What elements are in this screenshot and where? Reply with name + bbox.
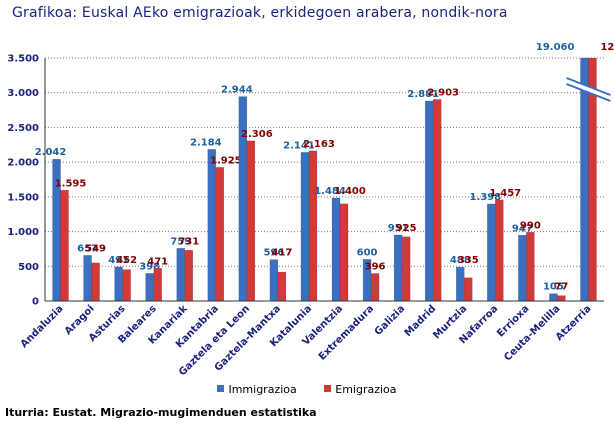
bar-immigrazioa — [393, 234, 403, 302]
y-tick-label: 2.000 — [7, 158, 39, 169]
bar-immigrazioa — [424, 100, 434, 302]
legend-swatch-emigrazioa — [324, 385, 332, 392]
data-label-immigrazioa: 657 — [77, 243, 98, 254]
bar-emigrazioa — [60, 190, 69, 302]
data-label-immigrazioa: 2.042 — [35, 147, 67, 158]
data-label-emigrazioa: 1.400 — [334, 186, 366, 197]
data-label-emigrazioa: 2.306 — [241, 129, 273, 140]
legend-label-immigrazioa: Immigrazioa — [228, 383, 297, 396]
y-tick-label: 1.500 — [7, 192, 39, 203]
data-label-emigrazioa: 452 — [116, 255, 137, 266]
data-label-immigrazioa: 1.484 — [314, 186, 346, 197]
bar-immigrazioa — [269, 259, 279, 302]
x-tick-label: Ceuta-Melilla — [502, 303, 562, 363]
data-label-immigrazioa: 596 — [263, 248, 284, 259]
bar-emigrazioa — [401, 236, 411, 302]
y-tick-label: 500 — [18, 262, 39, 273]
legend-item-emigrazioa: Emigrazioa — [324, 383, 397, 396]
x-tick-label: Andaluzia — [19, 303, 66, 350]
data-label-immigrazioa: 2.944 — [221, 85, 253, 96]
bar-immigrazioa — [487, 203, 496, 302]
bar-emigrazioa — [464, 277, 473, 302]
legend-item-immigrazioa: Immigrazioa — [217, 383, 297, 396]
y-tick-label: 0 — [32, 297, 39, 308]
y-tick-label: 2.500 — [7, 123, 39, 134]
legend: Immigrazioa Emigrazioa — [0, 383, 614, 396]
data-label-emigrazioa: 77 — [554, 282, 568, 293]
x-tick-label: Galizia — [373, 303, 408, 338]
legend-label-emigrazioa: Emigrazioa — [335, 383, 397, 396]
data-label-immigrazioa: 19.060 — [536, 42, 575, 53]
data-label-immigrazioa: 1.398 — [469, 192, 501, 203]
data-label-emigrazioa: 396 — [365, 262, 386, 273]
bar-emigrazioa — [122, 269, 131, 302]
bar-emigrazioa — [495, 199, 504, 302]
bar-immigrazioa — [300, 152, 310, 302]
y-tick-label: 3.000 — [7, 88, 39, 99]
data-label-emigrazioa: 2.163 — [303, 139, 335, 150]
bar-immigrazioa — [145, 273, 154, 302]
bar-emigrazioa — [432, 99, 442, 302]
bar-emigrazioa — [215, 167, 225, 302]
data-label-emigrazioa: 925 — [396, 223, 417, 234]
bar-emigrazioa — [184, 249, 193, 302]
data-label-emigrazioa: 2.903 — [427, 87, 459, 98]
data-label-immigrazioa: 2.184 — [190, 137, 222, 148]
data-label-immigrazioa: 951 — [388, 223, 409, 234]
data-label-immigrazioa: 947 — [512, 223, 533, 234]
legend-swatch-immigrazioa — [217, 385, 225, 392]
data-label-emigrazioa: 12.163 — [600, 42, 614, 53]
bar-emigrazioa — [91, 262, 100, 302]
bar-immigrazioa — [518, 235, 527, 302]
data-label-emigrazioa: 1.457 — [489, 188, 521, 199]
bar-immigrazioa — [83, 255, 92, 302]
bar-immigrazioa — [207, 149, 217, 302]
data-label-immigrazioa: 759 — [170, 236, 191, 247]
data-label-emigrazioa: 1.595 — [55, 178, 87, 189]
data-label-immigrazioa: 2.881 — [407, 89, 439, 100]
data-label-immigrazioa: 105 — [543, 282, 564, 293]
chart-title: Grafikoa: Euskal AEko emigrazioak, erkid… — [12, 5, 508, 21]
data-label-emigrazioa: 471 — [147, 256, 168, 267]
bar-emigrazioa — [557, 295, 566, 302]
x-tick-label: Extremadura — [317, 303, 376, 362]
bar-emigrazioa — [526, 232, 535, 302]
data-label-immigrazioa: 491 — [108, 255, 129, 266]
data-label-immigrazioa: 398 — [139, 261, 160, 272]
bar-immigrazioa — [549, 293, 558, 302]
bar-immigrazioa — [580, 57, 589, 302]
bar-emigrazioa — [277, 271, 287, 302]
data-label-emigrazioa: 731 — [178, 236, 199, 247]
source-note: Iturria: Eustat. Migrazio-mugimenduen es… — [5, 406, 317, 419]
bar-immigrazioa — [114, 266, 123, 302]
data-label-emigrazioa: 417 — [271, 248, 292, 259]
bar-chart: 0 500 1.000 1.500 2.000 2.500 3.000 3.500 2.042 1… — [7, 42, 614, 378]
y-tick-label: 3.500 — [7, 54, 39, 65]
y-tick-label: 1.000 — [7, 227, 39, 238]
bar-emigrazioa — [339, 203, 349, 302]
bar-immigrazioa — [456, 266, 465, 302]
bar-immigrazioa — [176, 248, 185, 302]
axis-break-line — [566, 83, 611, 102]
bar-emigrazioa — [153, 268, 162, 302]
data-label-immigrazioa: 488 — [450, 255, 471, 266]
bar-emigrazioa — [246, 140, 256, 302]
data-label-emigrazioa: 549 — [85, 243, 106, 254]
data-label-emigrazioa: 335 — [458, 255, 479, 266]
bar-immigrazioa — [331, 197, 341, 302]
bar-emigrazioa — [370, 273, 380, 302]
bar-immigrazioa — [238, 96, 248, 302]
data-label-immigrazioa: 2.141 — [283, 140, 315, 151]
data-label-emigrazioa: 1.925 — [210, 155, 242, 166]
bar-emigrazioa — [308, 150, 318, 302]
axis-break-line — [566, 77, 611, 96]
data-label-immigrazioa: 600 — [357, 247, 378, 258]
data-label-emigrazioa: 990 — [520, 220, 541, 231]
